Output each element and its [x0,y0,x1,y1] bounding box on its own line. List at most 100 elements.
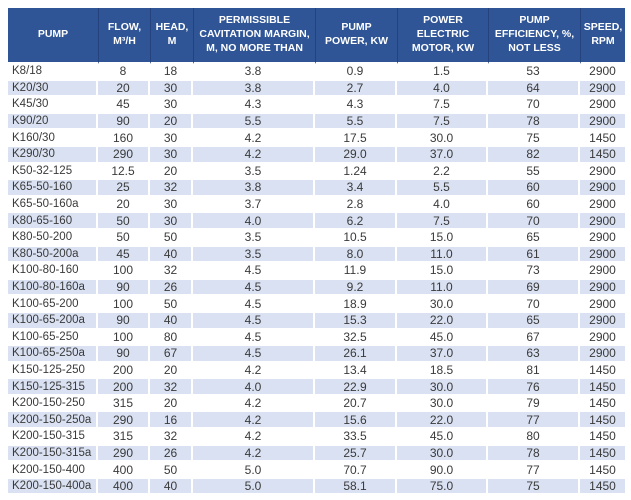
cell-head: 30 [150,97,193,114]
cell-speed: 2900 [580,80,625,98]
cell-motor: 11.0 [397,279,488,297]
cell-cavitation: 4.0 [193,213,315,230]
cell-head: 40 [150,478,193,496]
cell-cavitation: 4.5 [193,346,315,363]
cell-power: 15.3 [315,312,397,330]
pump-name-cell: K200-150-400a [8,478,98,496]
cell-cavitation: 3.8 [193,80,315,98]
cell-speed: 1450 [580,412,625,430]
cell-head: 26 [150,279,193,297]
cell-efficiency: 69 [488,279,580,297]
cell-flow: 20 [98,80,150,98]
table-row: K45/30 45 30 4.3 4.3 7.5 70 2900 [8,97,625,114]
cell-power: 11.9 [315,263,397,280]
table-header: PUMP FLOW, M³/H HEAD, M PERMISSIBLE CAVITAT… [8,8,625,64]
table-row: K80-50-200a 45 40 3.5 8.0 11.0 61 2900 [8,246,625,264]
cell-power: 2.7 [315,80,397,98]
pump-name-cell: K100-80-160a [8,279,98,297]
cell-speed: 1450 [580,395,625,413]
table-row: K100-65-250a 90 67 4.5 26.1 37.0 63 2900 [8,346,625,363]
cell-power: 8.0 [315,246,397,264]
cell-motor: 30.0 [397,445,488,463]
cell-flow: 290 [98,146,150,164]
pump-name-cell: K100-65-200a [8,312,98,330]
pump-name-cell: K200-150-250a [8,412,98,430]
cell-power: 5.5 [315,113,397,131]
cell-head: 40 [150,312,193,330]
cell-speed: 2900 [580,346,625,363]
column-header-motor: POWER ELECTRIC MOTOR, KW [397,8,488,64]
cell-cavitation: 4.2 [193,429,315,446]
cell-speed: 2900 [580,296,625,313]
cell-motor: 4.0 [397,80,488,98]
cell-flow: 290 [98,412,150,430]
table-row: K8/18 8 18 3.8 0.9 1.5 53 2900 [8,64,625,81]
cell-efficiency: 60 [488,180,580,197]
cell-motor: 11.0 [397,246,488,264]
cell-efficiency: 67 [488,329,580,347]
cell-efficiency: 65 [488,229,580,247]
cell-cavitation: 3.5 [193,229,315,247]
cell-speed: 1450 [580,362,625,380]
cell-efficiency: 79 [488,395,580,413]
cell-power: 32.5 [315,329,397,347]
cell-motor: 15.0 [397,263,488,280]
cell-speed: 1450 [580,462,625,479]
cell-efficiency: 70 [488,213,580,230]
cell-flow: 20 [98,196,150,214]
cell-cavitation: 4.5 [193,279,315,297]
cell-flow: 400 [98,462,150,479]
cell-cavitation: 4.2 [193,412,315,430]
cell-cavitation: 4.5 [193,312,315,330]
cell-speed: 2900 [580,163,625,181]
cell-power: 25.7 [315,445,397,463]
cell-power: 20.7 [315,395,397,413]
cell-motor: 1.5 [397,64,488,81]
cell-head: 32 [150,379,193,396]
cell-efficiency: 75 [488,478,580,496]
cell-flow: 90 [98,279,150,297]
cell-motor: 37.0 [397,346,488,363]
cell-head: 18 [150,64,193,81]
cell-cavitation: 4.0 [193,379,315,396]
cell-efficiency: 64 [488,80,580,98]
cell-head: 20 [150,163,193,181]
cell-cavitation: 4.2 [193,445,315,463]
cell-power: 29.0 [315,146,397,164]
pump-name-cell: K80-65-160 [8,213,98,230]
cell-speed: 2900 [580,229,625,247]
cell-head: 32 [150,263,193,280]
cell-head: 30 [150,196,193,214]
cell-power: 9.2 [315,279,397,297]
cell-motor: 4.0 [397,196,488,214]
cell-speed: 2900 [580,279,625,297]
cell-cavitation: 4.2 [193,146,315,164]
cell-flow: 8 [98,64,150,81]
cell-cavitation: 3.5 [193,246,315,264]
cell-efficiency: 55 [488,163,580,181]
pump-name-cell: K200-150-315 [8,429,98,446]
cell-cavitation: 3.5 [193,163,315,181]
pump-name-cell: K200-150-315a [8,445,98,463]
cell-cavitation: 4.2 [193,362,315,380]
cell-efficiency: 75 [488,130,580,147]
cell-motor: 45.0 [397,429,488,446]
table-row: K160/30 160 30 4.2 17.5 30.0 75 1450 [8,130,625,147]
cell-efficiency: 73 [488,263,580,280]
cell-motor: 7.5 [397,213,488,230]
cell-power: 10.5 [315,229,397,247]
cell-flow: 50 [98,229,150,247]
pump-name-cell: K65-50-160 [8,180,98,197]
pump-name-cell: K200-150-400 [8,462,98,479]
cell-motor: 75.0 [397,478,488,496]
cell-motor: 90.0 [397,462,488,479]
cell-efficiency: 76 [488,379,580,396]
pump-name-cell: K100-65-200 [8,296,98,313]
cell-head: 20 [150,395,193,413]
cell-head: 50 [150,462,193,479]
cell-power: 70.7 [315,462,397,479]
table-row: K90/20 90 20 5.5 5.5 7.5 78 2900 [8,113,625,131]
cell-motor: 30.0 [397,379,488,396]
cell-cavitation: 4.5 [193,296,315,313]
cell-motor: 5.5 [397,180,488,197]
